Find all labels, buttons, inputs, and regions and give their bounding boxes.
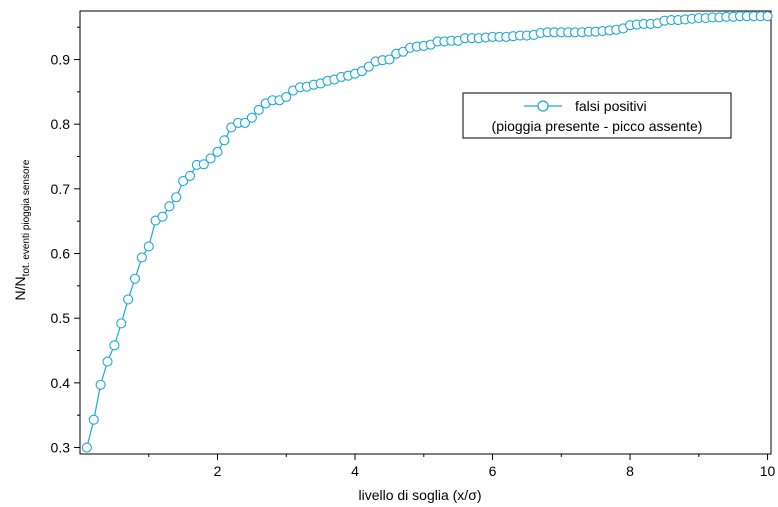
data-point	[136, 252, 147, 263]
data-point	[102, 356, 113, 367]
series-falsi-positivi	[81, 11, 773, 453]
axes	[79, 10, 772, 455]
y-tick-label: 0.9	[51, 52, 71, 68]
data-point	[95, 379, 106, 390]
legend-marker-sample	[537, 100, 549, 112]
data-point	[253, 104, 264, 115]
data-point	[109, 340, 120, 351]
data-point	[178, 176, 189, 187]
x-tick-label: 6	[489, 463, 497, 479]
legend: falsi positivi (pioggia presente - picco…	[462, 92, 732, 139]
data-point	[281, 91, 292, 103]
data-point	[164, 201, 175, 212]
data-point	[129, 273, 141, 284]
x-tick-label: 10	[760, 463, 776, 479]
data-point	[143, 241, 154, 252]
series-line	[86, 15, 768, 448]
data-point	[88, 414, 99, 425]
ticks: 2 4 6 8 10 0.3 0.4 0.5 0.6 0.7 0.8 0.9	[51, 26, 776, 479]
legend-box	[462, 92, 732, 139]
y-tick-label: 0.4	[51, 375, 71, 391]
data-point	[219, 135, 230, 146]
plot-frame	[79, 10, 772, 455]
data-point	[762, 11, 773, 22]
data-point	[198, 159, 209, 170]
y-tick-label: 0.7	[51, 181, 71, 197]
data-point	[123, 294, 134, 305]
y-axis-label: N/Ntot. eventi pioggia sensore	[12, 159, 32, 300]
data-point	[384, 54, 395, 65]
data-point	[184, 170, 196, 181]
data-point	[212, 146, 223, 158]
y-axis-label-main: N/N	[12, 276, 28, 300]
data-point	[157, 211, 168, 222]
x-tick-label: 4	[351, 463, 359, 479]
y-tick-label: 0.3	[51, 440, 71, 456]
data-point	[81, 442, 92, 453]
y-tick-label: 0.8	[51, 116, 71, 132]
x-tick-label: 2	[214, 463, 222, 479]
data-point	[356, 66, 367, 77]
x-tick-label: 8	[626, 463, 634, 479]
data-point	[226, 122, 237, 133]
legend-text-line1: falsi positivi	[575, 98, 647, 114]
data-point	[116, 318, 127, 329]
y-axis-label-sub: tot. eventi pioggia sensore	[21, 159, 32, 276]
data-point	[246, 112, 257, 123]
y-tick-label: 0.6	[51, 246, 71, 262]
x-axis-label: livello di soglia (x/σ)	[358, 487, 481, 503]
y-tick-label: 0.5	[51, 310, 71, 326]
legend-text-line2: (pioggia presente - picco assente)	[492, 118, 703, 134]
data-point	[171, 192, 182, 203]
data-point	[205, 153, 216, 164]
data-point	[239, 117, 251, 128]
data-point	[363, 61, 374, 72]
